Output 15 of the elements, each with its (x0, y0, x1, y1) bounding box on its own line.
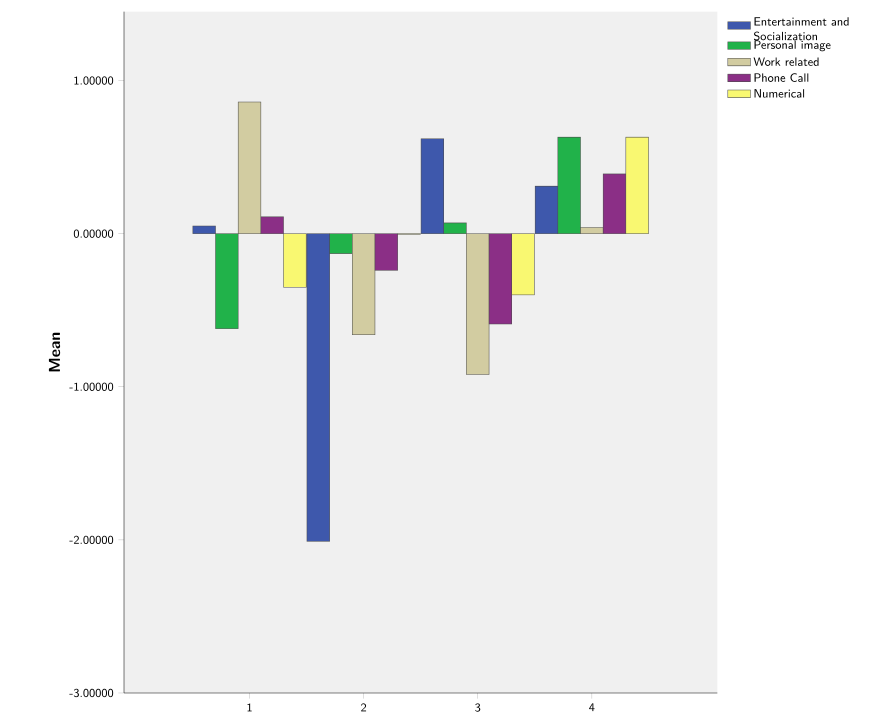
x-tick-label: 3 (475, 703, 480, 712)
legend-label: Numerical (754, 89, 804, 98)
x-tick-label: 1 (248, 703, 252, 712)
legend-label: Personal image (754, 40, 831, 52)
legend-label: Work related (754, 57, 819, 66)
x-tick-label: 4 (589, 703, 595, 712)
y-tick-label: 0.00000 (74, 229, 114, 238)
y-axis-title: Mean (48, 332, 60, 372)
legend-label: Entertainment and Socialization (754, 17, 849, 40)
x-tick-label: 2 (361, 703, 366, 712)
legend-label: Phone Call (754, 73, 808, 82)
y-tick-label: -2.00000 (69, 536, 114, 544)
y-tick-label: -1.00000 (69, 382, 114, 391)
y-tick-label: -3.00000 (69, 688, 114, 698)
y-tick-label: 1.00000 (74, 76, 114, 85)
